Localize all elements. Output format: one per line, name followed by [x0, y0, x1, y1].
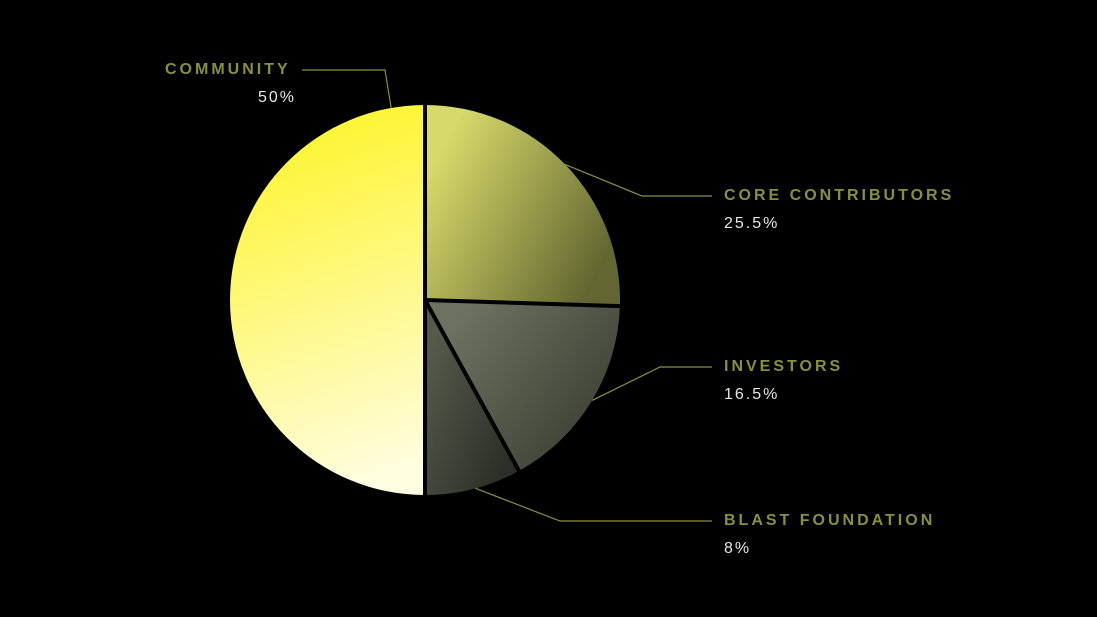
label-investors: INVESTORS [724, 358, 843, 375]
percent-core_contributors: 25.5% [724, 215, 779, 232]
percent-community: 50% [258, 89, 296, 106]
label-blast_foundation: BLAST FOUNDATION [724, 512, 935, 529]
label-community: COMMUNITY [165, 61, 291, 78]
percent-investors: 16.5% [724, 386, 779, 403]
percent-blast_foundation: 8% [724, 540, 751, 557]
allocation-pie-chart: COMMUNITY 50% CORE CONTRIBUTORS 25.5% INVEST… [0, 0, 1097, 617]
label-core_contributors: CORE CONTRIBUTORS [724, 187, 954, 204]
